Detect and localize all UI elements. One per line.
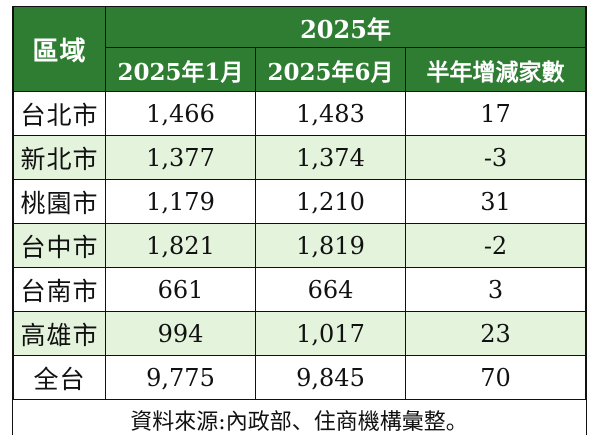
table-row: 桃園市 1,179 1,210 31 (13, 179, 587, 224)
cell-jan: 661 (105, 267, 256, 312)
cell-region: 新北市 (13, 135, 106, 180)
header-jun: 2025年6月 (255, 47, 406, 92)
cell-jan: 1,821 (105, 223, 256, 268)
cell-jan: 9,775 (105, 355, 256, 400)
cell-jun: 1,374 (255, 135, 406, 180)
cell-diff: 3 (404, 267, 587, 312)
cell-diff: -2 (404, 223, 587, 268)
cell-region: 桃園市 (13, 179, 106, 224)
cell-jun: 1,819 (255, 223, 406, 268)
header-region: 區域 (13, 6, 106, 92)
table-row: 新北市 1,377 1,374 -3 (13, 135, 587, 180)
cell-jan: 1,377 (105, 135, 256, 180)
cell-diff: -3 (404, 135, 587, 180)
cell-region: 台南市 (13, 267, 106, 312)
cell-diff: 70 (404, 355, 587, 400)
cell-jan: 1,466 (105, 91, 256, 136)
data-table: 區域 2025年 2025年1月 2025年6月 半年增減家數 台北市 1,46… (13, 6, 587, 400)
table-row: 台南市 661 664 3 (13, 267, 587, 312)
cell-jun: 664 (255, 267, 406, 312)
source-note: 資料來源:內政部、住商機構彙整。 (130, 410, 468, 435)
cell-jun: 9,845 (255, 355, 406, 400)
cell-jun: 1,017 (255, 311, 406, 356)
header-diff: 半年增減家數 (404, 47, 587, 92)
table-row: 台北市 1,466 1,483 17 (13, 91, 587, 136)
cell-diff: 31 (404, 179, 587, 224)
cell-diff: 23 (404, 311, 587, 356)
cell-diff: 17 (404, 91, 587, 136)
cell-jun: 1,210 (255, 179, 406, 224)
cell-region: 全台 (13, 355, 106, 400)
cell-region: 高雄市 (13, 311, 106, 356)
cell-jun: 1,483 (255, 91, 406, 136)
table-row: 台中市 1,821 1,819 -2 (13, 223, 587, 268)
cell-region: 台北市 (13, 91, 106, 136)
table-row-total: 全台 9,775 9,845 70 (13, 355, 587, 400)
table-frame: 區域 2025年 2025年1月 2025年6月 半年增減家數 台北市 1,46… (12, 6, 587, 435)
cell-jan: 994 (105, 311, 256, 356)
cell-jan: 1,179 (105, 179, 256, 224)
cell-region: 台中市 (13, 223, 106, 268)
header-jan: 2025年1月 (105, 47, 256, 92)
header-year: 2025年 (104, 6, 587, 48)
table-row: 高雄市 994 1,017 23 (13, 311, 587, 356)
